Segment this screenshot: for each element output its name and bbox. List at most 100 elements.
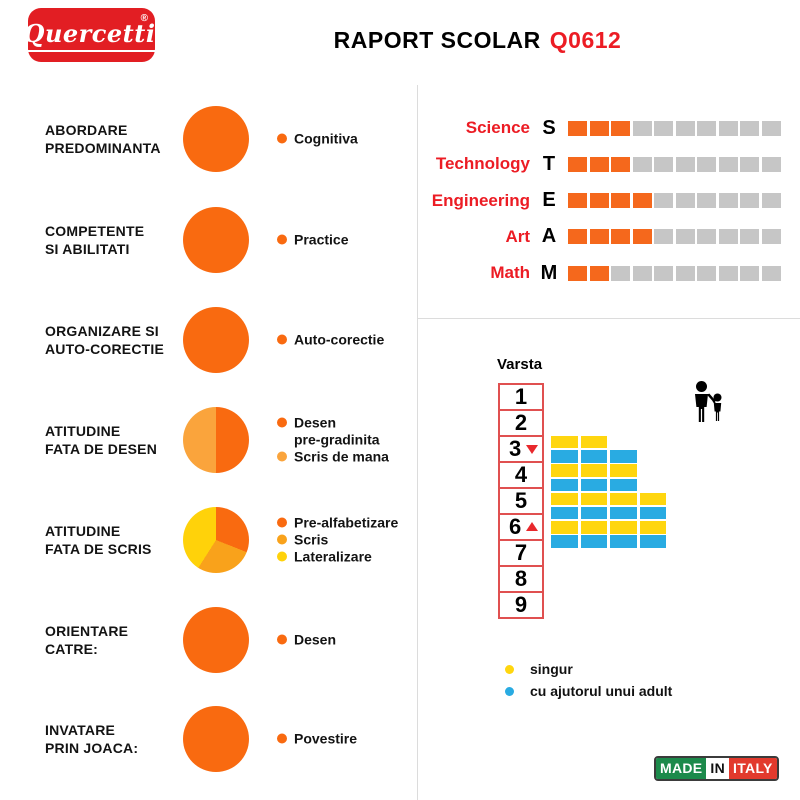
legend-label: Lateralizare <box>294 548 372 565</box>
age-block <box>580 464 608 477</box>
rating-square <box>718 120 738 136</box>
legend-item: singur <box>505 661 573 677</box>
legend-label: Scris <box>294 531 329 548</box>
age-block <box>610 535 637 548</box>
rating-square <box>632 265 652 281</box>
category-label: ORGANIZARE SI AUTO-CORECTIE <box>45 323 165 357</box>
steam-rating-bar <box>568 193 781 209</box>
rating-square <box>697 120 716 136</box>
rating-square <box>697 229 716 245</box>
legend-label: Scris de mana <box>294 448 389 465</box>
steam-row: Science S <box>420 117 795 139</box>
rating-square <box>654 229 673 245</box>
rating-square <box>611 229 630 245</box>
age-number: 1 <box>514 384 528 409</box>
legend-dot-icon <box>277 534 287 545</box>
age-block <box>610 464 637 477</box>
age-box: 3 <box>498 435 544 463</box>
legend-item: Desen <box>277 632 336 649</box>
legend-dot-icon <box>277 517 287 528</box>
rating-square <box>740 156 759 172</box>
rating-square <box>611 156 630 172</box>
legend-dot-icon <box>277 417 287 428</box>
category-row: ATITUDINE FATA DE DESEN Desen pre-gradini… <box>0 395 417 485</box>
rating-square <box>589 265 609 281</box>
steam-subject-label: Art <box>505 226 530 246</box>
category-label: INVATARE PRIN JOACA: <box>45 722 139 756</box>
age-box: 8 <box>498 565 544 593</box>
legend-item: Practice <box>277 232 348 249</box>
steam-letter: S <box>542 116 556 139</box>
age-block <box>580 521 608 534</box>
steam-subject-label: Math <box>490 263 530 283</box>
rating-square <box>697 193 716 209</box>
rating-square <box>589 229 609 245</box>
rating-square <box>611 193 630 209</box>
age-bars <box>551 436 681 556</box>
triangle-down-icon <box>526 445 538 454</box>
triangle-up-icon <box>526 522 538 531</box>
rating-square <box>632 120 652 136</box>
legend-dot-icon <box>277 234 287 245</box>
category-row: ORGANIZARE SI AUTO-CORECTIE Auto-corectie <box>0 295 417 385</box>
age-block <box>551 450 578 463</box>
legend-item: cu ajutorul unui adult <box>505 683 672 699</box>
rating-square <box>675 193 695 209</box>
steam-row: Art A <box>420 225 795 247</box>
rating-square <box>718 229 738 245</box>
steam-rating-bar <box>568 265 781 281</box>
rating-square <box>654 265 673 281</box>
rating-square <box>675 229 695 245</box>
category-row: INVATARE PRIN JOACA: Povestire <box>0 694 417 784</box>
steam-letter: A <box>541 225 557 248</box>
legend-dot-icon <box>277 334 287 345</box>
category-pie-chart <box>183 706 249 772</box>
legend-item: Scris <box>277 532 398 549</box>
category-legend: Pre-alfabetizare Scris Lateralizare <box>277 515 398 566</box>
legend-dot-icon <box>277 634 287 645</box>
category-pie-chart <box>183 407 249 473</box>
title-product-code: Q0612 <box>549 27 622 53</box>
quercetti-logo-text: Quercetti <box>20 19 163 52</box>
legend-dot-icon <box>277 133 287 144</box>
legend-label: Cognitiva <box>294 130 358 147</box>
age-chart-title: Varsta <box>497 356 543 373</box>
age-block <box>551 521 578 534</box>
category-row: ABORDARE PREDOMINANTA Cognitiva <box>0 94 417 184</box>
category-legend: Practice <box>277 232 348 249</box>
badge-italy-segment: ITALY <box>729 758 777 779</box>
rating-square <box>589 193 609 209</box>
steam-letter: T <box>542 152 556 175</box>
rating-square <box>740 120 759 136</box>
age-block <box>610 521 637 534</box>
rating-square <box>632 229 652 245</box>
age-block <box>610 507 637 520</box>
legend-dot-icon <box>277 451 287 462</box>
rating-square <box>675 265 695 281</box>
age-block <box>610 478 637 491</box>
rating-square <box>718 193 738 209</box>
category-legend: Auto-corectie <box>277 332 384 349</box>
age-block <box>580 507 608 520</box>
legend-dot-icon <box>505 686 514 696</box>
legend-label: Desen <box>294 631 337 648</box>
category-label: ATITUDINE FATA DE DESEN <box>45 423 158 457</box>
age-block <box>580 478 608 491</box>
legend-label: Povestire <box>294 730 358 747</box>
age-box: 6 <box>498 513 544 541</box>
age-number: 8 <box>514 566 528 591</box>
steam-rating-bar <box>568 156 781 172</box>
age-number: 2 <box>514 410 528 435</box>
category-pie-chart <box>183 307 249 373</box>
rating-square <box>761 156 781 172</box>
divider-horizontal <box>418 318 800 319</box>
steam-rating-bar <box>568 120 781 136</box>
legend-item: Desen pre-gradinita <box>277 415 389 449</box>
rating-square <box>589 120 609 136</box>
steam-row: Math M <box>420 262 795 284</box>
category-row: ATITUDINE FATA DE SCRIS Pre-alfabetizare S… <box>0 495 417 585</box>
legend-dot-icon <box>277 551 287 562</box>
steam-subject-label: Technology <box>435 154 530 174</box>
